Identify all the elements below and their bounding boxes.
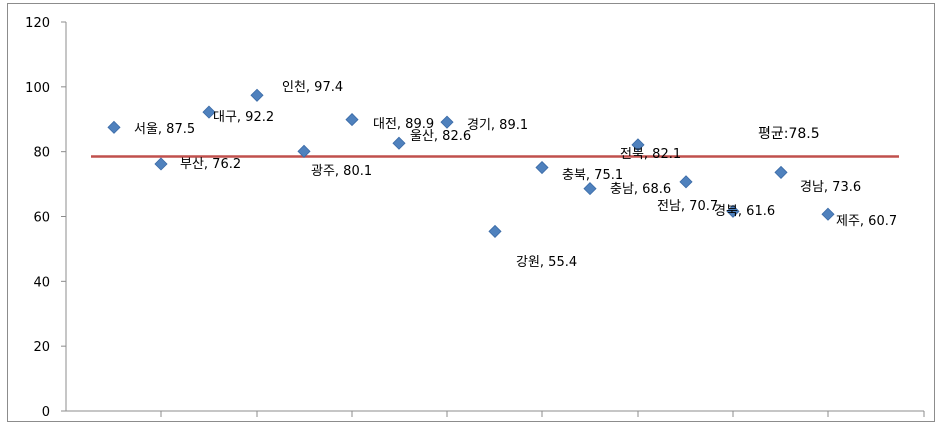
data-label: 강원, 55.4 [516, 255, 577, 270]
data-label: 전남, 70.7 [657, 199, 718, 214]
data-point-marker [345, 113, 359, 127]
data-label: 서울, 87.5 [134, 122, 195, 137]
data-point-marker [679, 175, 693, 189]
data-point-marker [774, 165, 788, 179]
data-point-marker [488, 224, 502, 238]
data-label: 경기, 89.1 [467, 118, 528, 133]
data-label: 울산, 82.6 [410, 129, 471, 144]
y-tick-label: 40 [33, 275, 50, 290]
y-tick-label: 80 [33, 146, 50, 161]
y-tick-label: 20 [33, 340, 50, 355]
data-label: 인천, 97.4 [282, 80, 343, 95]
data-label: 경북, 61.6 [714, 204, 775, 219]
data-label: 부산, 76.2 [180, 157, 241, 172]
y-tick-label: 120 [25, 16, 50, 31]
data-point-marker [250, 88, 264, 102]
data-point-marker [583, 182, 597, 196]
data-point-marker [440, 115, 454, 129]
chart-frame [7, 3, 935, 422]
data-point-marker [202, 105, 216, 119]
data-point-marker [821, 207, 835, 221]
data-label: 대구, 92.2 [213, 110, 274, 125]
average-label: 평균:78.5 [758, 126, 820, 142]
data-label: 제주, 60.7 [836, 214, 897, 229]
data-label: 충남, 68.6 [610, 182, 671, 197]
y-tick-label: 100 [25, 81, 50, 96]
data-label: 광주, 80.1 [311, 164, 372, 179]
data-label: 충북, 75.1 [562, 168, 623, 183]
data-point-marker [107, 120, 121, 134]
y-tick-label: 0 [42, 405, 50, 420]
data-point-marker [726, 204, 740, 218]
data-point-marker [535, 160, 549, 175]
data-label: 경남, 73.6 [800, 180, 861, 195]
data-label: 전북, 82.1 [620, 147, 681, 162]
data-point-marker [154, 157, 168, 171]
y-tick-label: 60 [33, 211, 50, 226]
data-point-marker [297, 144, 311, 158]
data-point-marker [392, 136, 406, 150]
data-point-marker [631, 138, 645, 152]
data-label: 대전, 89.9 [373, 117, 434, 132]
